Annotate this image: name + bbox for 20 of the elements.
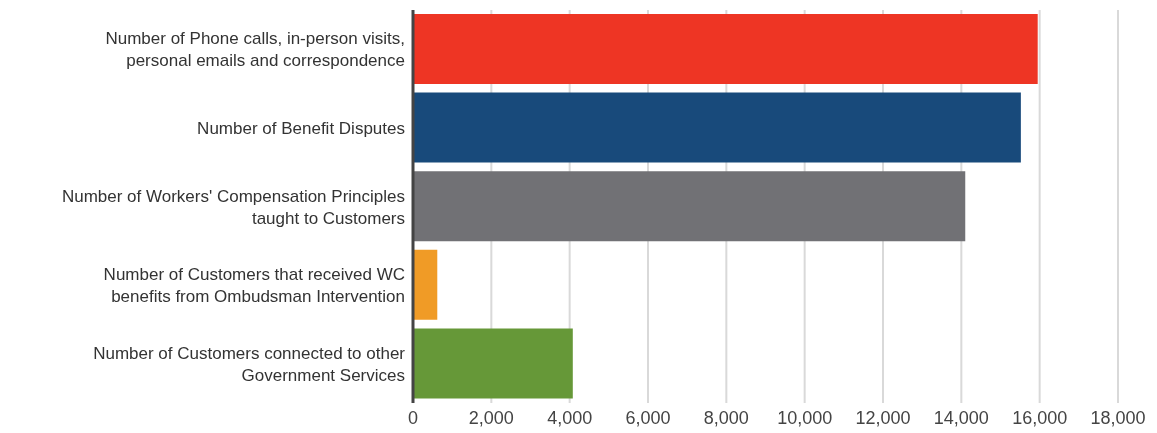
bar	[413, 249, 438, 320]
x-tick-label: 14,000	[933, 407, 989, 428]
x-tick-label: 2,000	[468, 407, 514, 428]
x-tick-label: 10,000	[777, 407, 833, 428]
x-tick-label: 4,000	[547, 407, 593, 428]
x-tick-label: 18,000	[1090, 407, 1146, 428]
bar	[413, 328, 573, 399]
x-tick-label: 6,000	[625, 407, 671, 428]
y-tick-label: Number of Customers connected to other Government Services	[93, 343, 406, 385]
x-tick-label: 12,000	[855, 407, 911, 428]
bar	[413, 14, 1038, 84]
x-tick-label: 0	[407, 407, 419, 428]
x-tick-label: 8,000	[703, 407, 749, 428]
y-tick-label: Number of Workers' Compensation Principles taught to Customers	[61, 186, 405, 227]
y-tick-label: Number of Benefit Disputes	[197, 118, 405, 138]
y-tick-label: Number of Customers that received WC benefits from Ombudsman Intervention	[103, 264, 405, 306]
y-tick-label: Number of Phone calls, in-person visits, personal emails and correspondence	[105, 28, 405, 70]
bar	[413, 171, 966, 242]
bar	[413, 92, 1021, 163]
x-tick-label: 16,000	[1012, 407, 1068, 428]
